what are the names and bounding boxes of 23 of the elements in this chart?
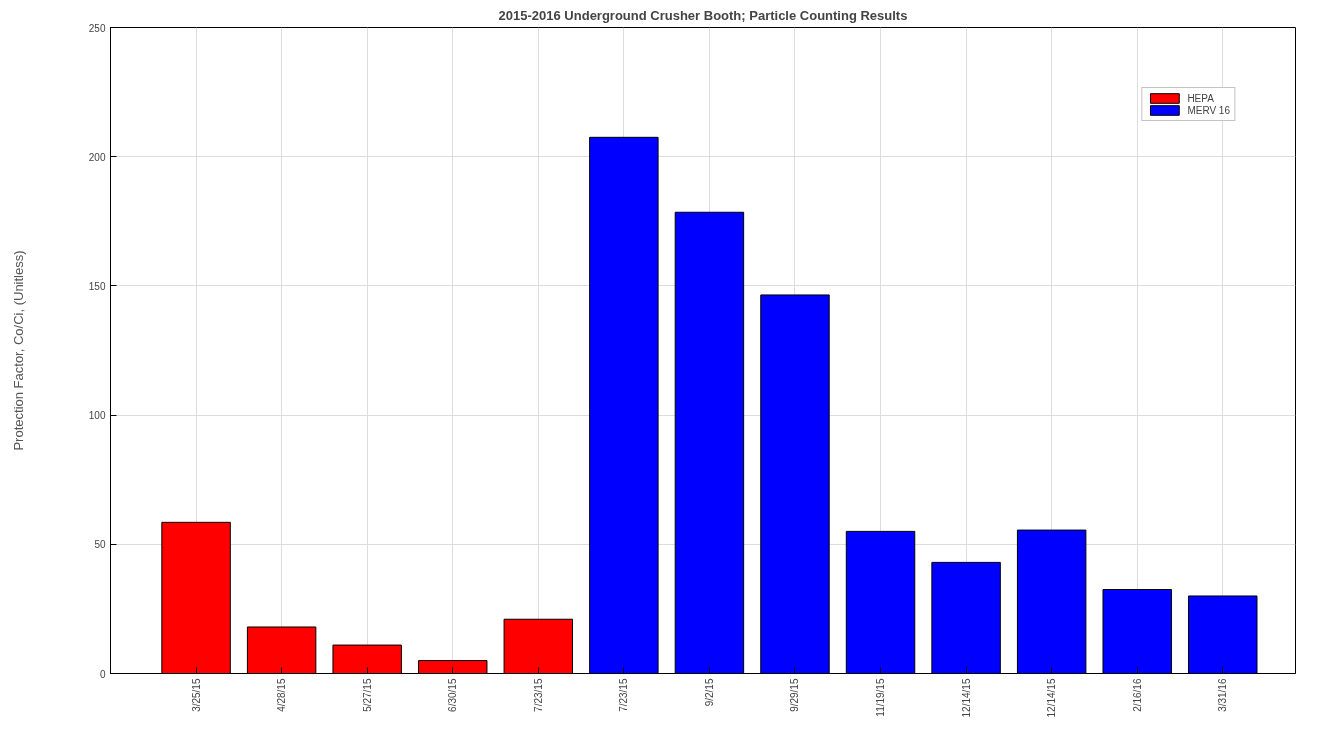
x-tick-label: 4/28/15 xyxy=(276,678,288,712)
y-tick-label: 50 xyxy=(94,539,106,551)
x-tick-label: 7/23/15 xyxy=(532,678,544,712)
y-axis-title: Protection Factor, Co/Ci, (Unitless) xyxy=(10,250,26,451)
y-tick-label: 150 xyxy=(88,280,106,292)
x-tick-label: 2/16/16 xyxy=(1131,678,1143,712)
x-tick-label: 7/23/15 xyxy=(618,678,630,712)
chart-title: 2015-2016 Underground Crusher Booth; Particle Counting Results xyxy=(498,7,908,23)
y-tick-label: 200 xyxy=(88,151,106,163)
y-tick-label: 250 xyxy=(88,22,106,34)
legend-label: MERV 16 xyxy=(1187,104,1230,116)
x-tick-label: 5/27/15 xyxy=(361,678,373,712)
legend-label: HEPA xyxy=(1187,92,1214,104)
y-tick-label: 100 xyxy=(88,410,106,422)
x-tick-label: 3/31/16 xyxy=(1217,678,1229,712)
x-tick-label: 9/29/15 xyxy=(789,678,801,712)
x-tick-label: 11/19/15 xyxy=(875,678,887,717)
x-tick-label: 3/25/15 xyxy=(190,678,202,712)
x-tick-label: 9/2/15 xyxy=(703,678,715,707)
x-tick-label: 12/14/15 xyxy=(1046,678,1058,718)
x-tick-label: 6/30/15 xyxy=(447,678,459,712)
x-tick-label: 12/14/15 xyxy=(960,678,972,718)
y-tick-label: 0 xyxy=(99,668,106,680)
